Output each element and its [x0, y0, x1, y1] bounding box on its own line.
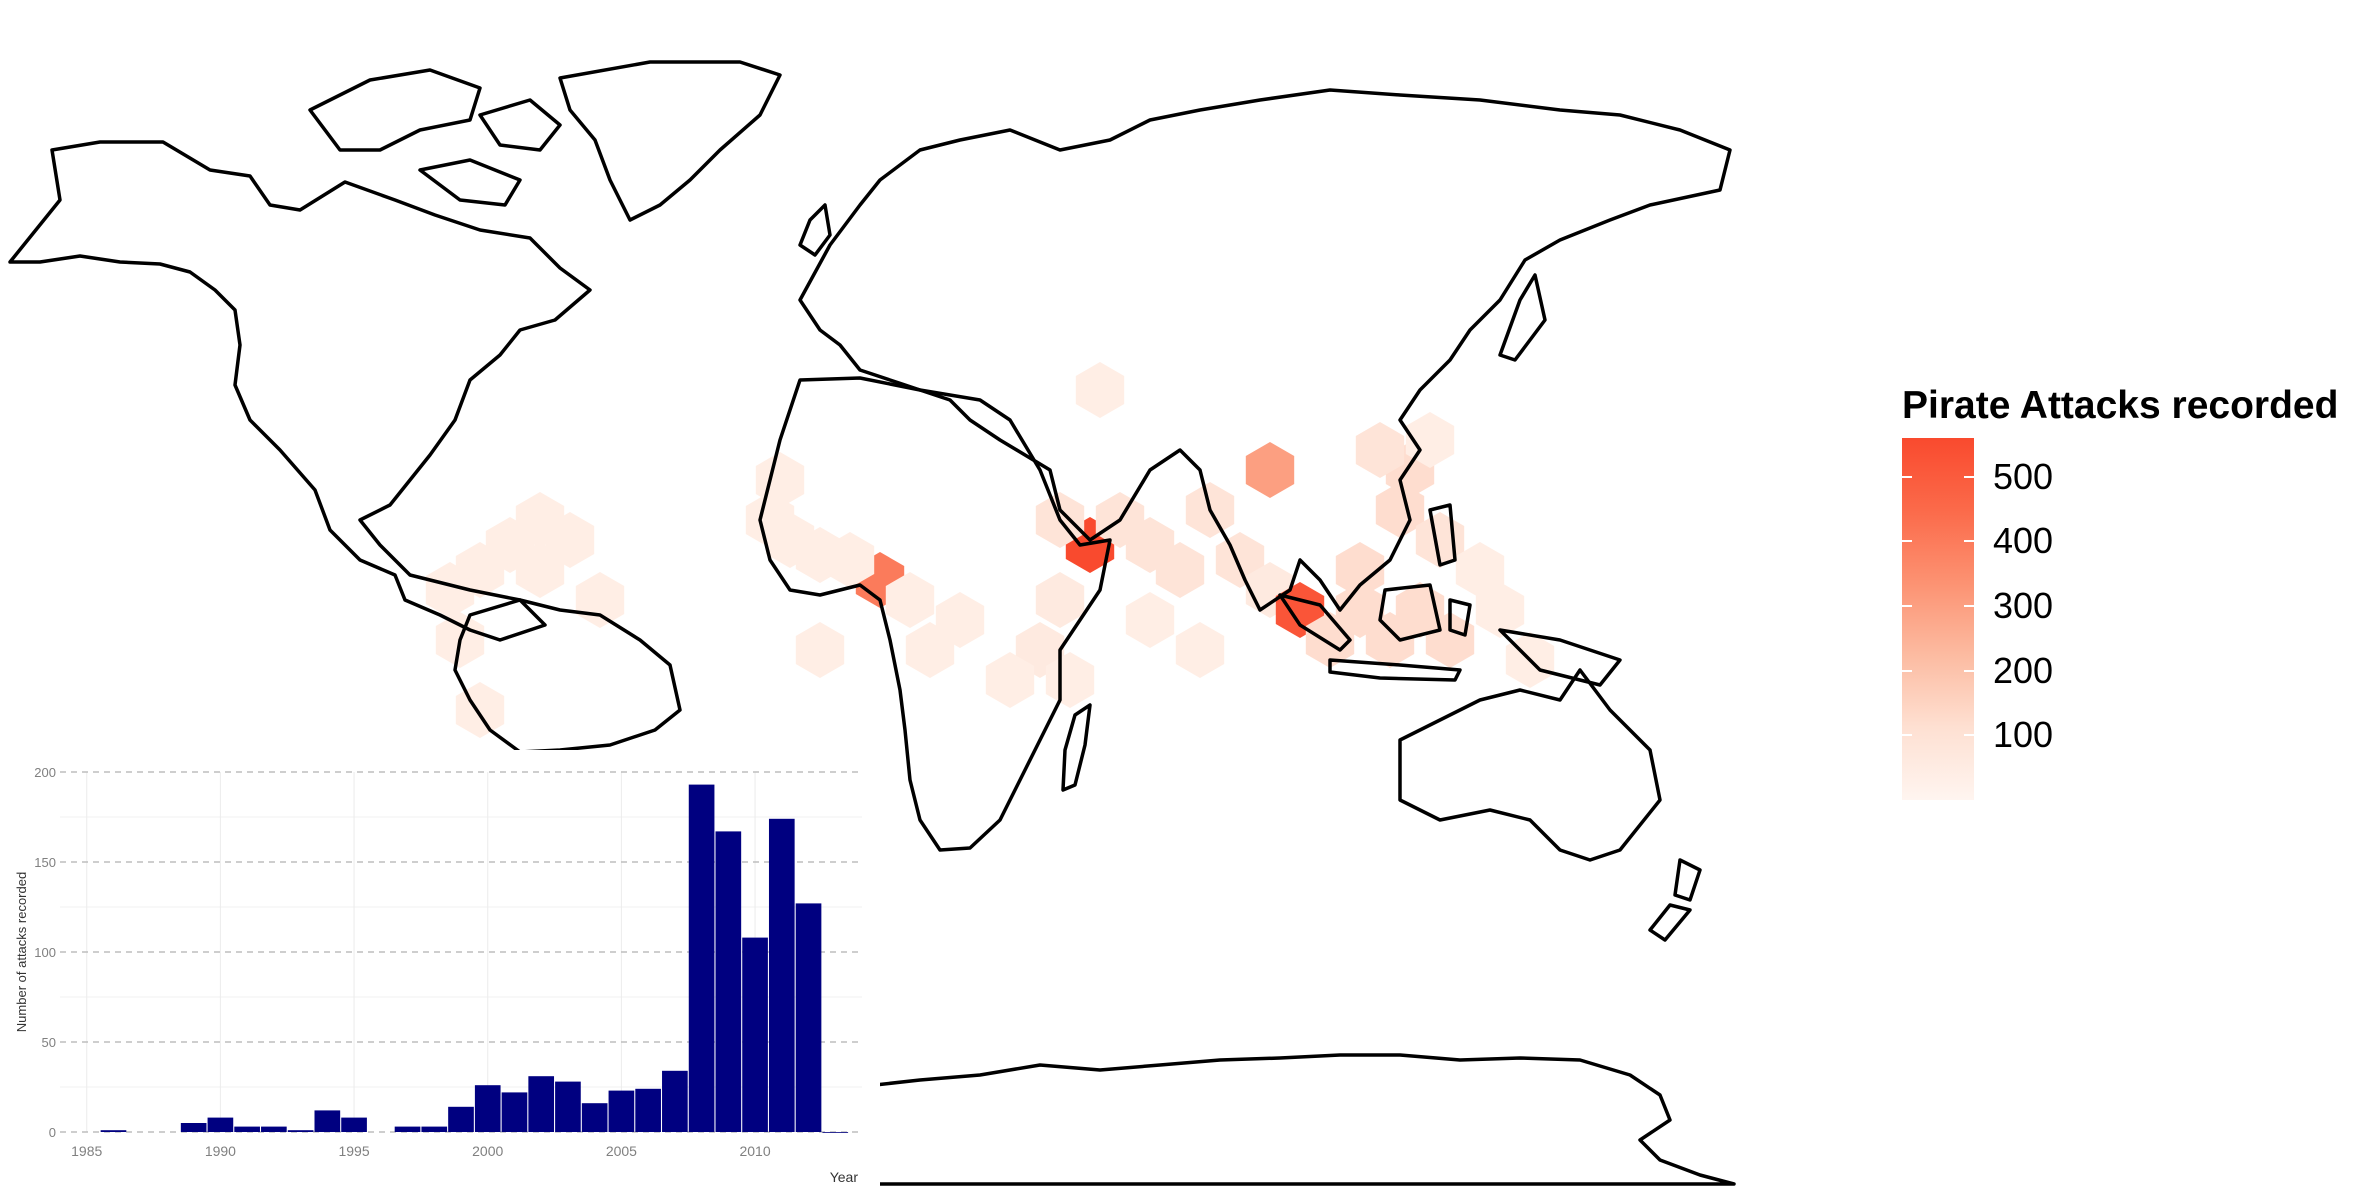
bar [822, 1132, 849, 1133]
bar [261, 1126, 287, 1132]
bar [662, 1070, 688, 1132]
y-axis-label: Number of attacks recorded [14, 872, 29, 1032]
legend-tick-mark [1964, 605, 1974, 608]
hex-cell [1155, 542, 1205, 598]
hex-cell [1455, 542, 1505, 598]
bar [314, 1110, 341, 1132]
y-tick-label: 0 [49, 1125, 56, 1140]
attacks-per-year-bar-chart: 0 50 100 150 200 1985 1990 1995 2000 2005 2010 Year… [0, 750, 880, 1188]
hex-cell [1045, 652, 1095, 708]
bar [768, 818, 795, 1132]
bar [608, 1090, 635, 1132]
madagascar-outline [1061, 703, 1092, 792]
new-zealand-outline [1648, 858, 1702, 942]
hex-cell [795, 622, 845, 678]
bar [287, 1130, 314, 1132]
hex-cell [1355, 422, 1405, 478]
hex-cell [1245, 442, 1295, 498]
legend-tick-mark [1964, 669, 1974, 672]
bar [715, 831, 742, 1132]
bar [742, 937, 768, 1132]
legend-tick-mark [1964, 475, 1974, 478]
bar [501, 1092, 528, 1132]
coastlines [8, 60, 1736, 1186]
hex-cell [1335, 542, 1385, 598]
legend-tick-mark [1902, 669, 1912, 672]
x-tick-label: 2000 [472, 1143, 503, 1159]
indonesia-outline [1278, 503, 1622, 687]
legend-tick-mark [1964, 540, 1974, 543]
hex-cell [1475, 582, 1525, 638]
legend-tick-label: 400 [1993, 520, 2054, 562]
hex-cell [1035, 572, 1085, 628]
bar [100, 1130, 127, 1132]
x-tick-label: 2010 [739, 1143, 770, 1159]
bar [635, 1088, 661, 1132]
bar [688, 784, 715, 1132]
north-america-outline [8, 140, 592, 642]
x-axis-label: Year [830, 1169, 859, 1185]
hex-cell [455, 682, 505, 738]
hexbin-layer [425, 362, 1555, 738]
bar [795, 903, 822, 1132]
bar [555, 1081, 581, 1132]
hex-cell [935, 592, 985, 648]
bar [341, 1117, 367, 1132]
british-isles-outline [798, 203, 832, 257]
legend-tick-label: 500 [1993, 455, 2054, 497]
x-tick-label: 2005 [606, 1143, 637, 1159]
bar [528, 1076, 555, 1132]
hex-cell [515, 542, 565, 598]
y-tick-label: 50 [42, 1035, 56, 1050]
australia-outline [1398, 668, 1662, 862]
x-tick-label: 1990 [205, 1143, 236, 1159]
antarctica-outline [873, 1053, 1736, 1186]
bar [394, 1126, 421, 1132]
x-tick-label: 1995 [338, 1143, 369, 1159]
hex-cell [1075, 362, 1125, 418]
hex-cell [985, 652, 1035, 708]
hex-cell [885, 572, 935, 628]
japan-outline [1498, 273, 1547, 362]
y-tick-label: 100 [34, 945, 56, 960]
bar [474, 1085, 501, 1132]
legend-tick-mark [1902, 734, 1912, 737]
bar [581, 1103, 608, 1132]
bar [234, 1126, 260, 1132]
hex-cell [575, 572, 625, 628]
legend-tick-label: 200 [1993, 649, 2054, 691]
eurasia-outline [798, 88, 1732, 612]
legend-tick-mark [1964, 734, 1974, 737]
legend-colorbar [1902, 438, 1974, 800]
arctic-islands-outline [308, 68, 562, 207]
world-map [8, 60, 1736, 1186]
y-tick-label: 150 [34, 855, 56, 870]
south-america-outline [453, 598, 682, 754]
bar [448, 1106, 474, 1132]
bar [180, 1123, 207, 1132]
legend-tick-label: 100 [1993, 714, 2054, 756]
greenland-outline [558, 60, 782, 222]
hex-cell [1175, 622, 1225, 678]
legend-tick-mark [1902, 605, 1912, 608]
legend-tick-label: 300 [1993, 585, 2054, 627]
y-tick-label: 200 [34, 765, 56, 780]
hex-cell [425, 562, 475, 618]
legend-tick-mark [1902, 540, 1912, 543]
bar [421, 1126, 448, 1132]
hex-cell [1125, 592, 1175, 648]
africa-outline [758, 376, 1112, 852]
bar [207, 1117, 234, 1132]
legend-tick-mark [1902, 475, 1912, 478]
legend-title: Pirate Attacks recorded [1902, 384, 2339, 427]
x-tick-label: 1985 [71, 1143, 102, 1159]
